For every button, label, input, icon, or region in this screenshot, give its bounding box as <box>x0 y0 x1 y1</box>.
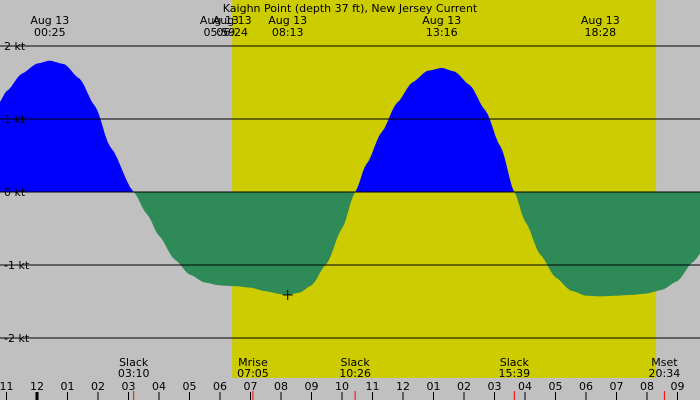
top-label-date: Aug 13 <box>200 14 239 27</box>
y-tick-label: 2 kt <box>4 40 26 53</box>
x-tick-label: 02 <box>457 380 471 393</box>
x-tick-label: 12 <box>30 380 44 393</box>
event-label-time: 07:05 <box>237 367 269 380</box>
top-label-time: 13:16 <box>426 26 458 39</box>
event-label-time: 03:10 <box>118 367 150 380</box>
x-tick-label: 01 <box>61 380 75 393</box>
top-label-time: 08:13 <box>272 26 304 39</box>
x-tick-label: 05 <box>549 380 563 393</box>
top-label-time: 05:59 <box>204 26 236 39</box>
top-label-time: 06:24 <box>216 26 248 39</box>
y-tick-labels: 2 kt 1 kt 0 kt -1 kt -2 kt <box>4 40 700 345</box>
x-tick-label: 01 <box>427 380 441 393</box>
chart-title: Kaighn Point (depth 37 ft), New Jersey C… <box>223 2 478 15</box>
event-label-time: 15:39 <box>498 367 530 380</box>
top-label-date: Aug 13 <box>30 14 69 27</box>
event-label-name: Slack <box>119 356 149 369</box>
top-label-date: Aug 13 <box>268 14 307 27</box>
top-label-date: Aug 13 <box>422 14 461 27</box>
x-tick-label: 04 <box>518 380 532 393</box>
x-tick-label: 02 <box>91 380 105 393</box>
x-tick-label: 07 <box>244 380 258 393</box>
event-label-time: 10:26 <box>339 367 371 380</box>
x-tick-label: 06 <box>213 380 227 393</box>
current-time-marker <box>282 289 293 300</box>
top-label-date: Aug 13 <box>213 14 252 27</box>
x-tick-label: 11 <box>366 380 380 393</box>
x-tick-label: 08 <box>274 380 288 393</box>
x-tick-label: 12 <box>396 380 410 393</box>
x-tick-label: 03 <box>488 380 502 393</box>
flood-current-area <box>0 60 700 192</box>
x-tick-label: 04 <box>152 380 166 393</box>
x-tick-label: 09 <box>671 380 685 393</box>
event-label-time: 20:34 <box>649 367 681 380</box>
event-label-name: Mrise <box>238 356 268 369</box>
x-axis-hour-ticks: 11 12 01 02 03 04 05 06 07 08 09 10 11 12 01 02 03 04 05 06… <box>0 380 685 400</box>
y-tick-label: -2 kt <box>4 332 30 345</box>
x-tick-label: 03 <box>122 380 136 393</box>
x-tick-label: 09 <box>305 380 319 393</box>
y-gridlines <box>0 45 700 339</box>
x-tick-label: 06 <box>579 380 593 393</box>
x-tick-label: 11 <box>0 380 14 393</box>
top-label-time: 00:25 <box>34 26 66 39</box>
y-tick-label: 1 kt <box>4 113 26 126</box>
x-tick-label: 05 <box>183 380 197 393</box>
x-tick-label: 10 <box>335 380 349 393</box>
x-tick-label: 07 <box>610 380 624 393</box>
y-tick-label: 0 kt <box>4 186 26 199</box>
ebb-current-area <box>0 192 700 297</box>
y-tick-label: -1 kt <box>4 259 30 272</box>
event-label-name: Slack <box>500 356 530 369</box>
top-label-time: 18:28 <box>584 26 616 39</box>
bottom-event-labels: Slack03:10Mrise07:05Slack10:26Slack15:39… <box>118 356 680 400</box>
x-tick-label: 08 <box>640 380 654 393</box>
top-label-date: Aug 13 <box>581 14 620 27</box>
event-label-name: Slack <box>341 356 371 369</box>
event-label-name: Mset <box>651 356 678 369</box>
